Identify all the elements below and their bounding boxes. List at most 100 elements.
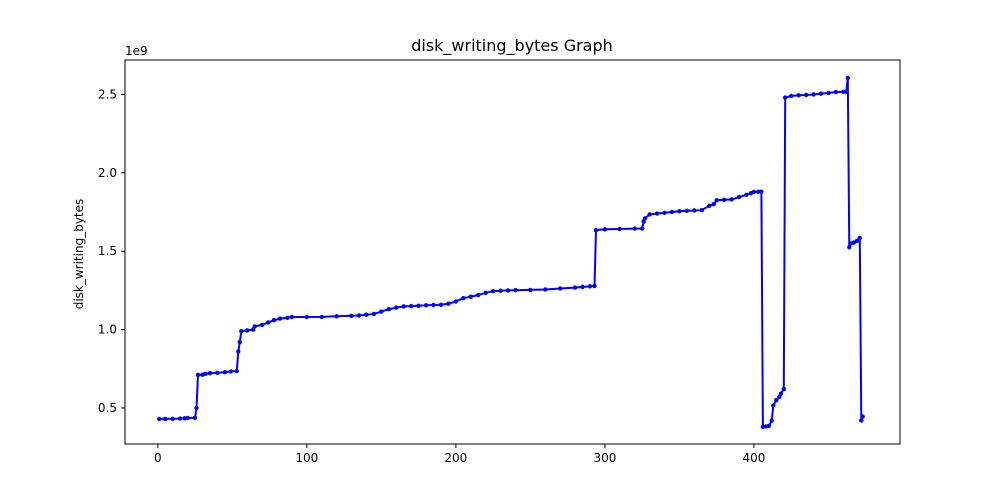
data-point bbox=[677, 209, 682, 214]
data-point bbox=[654, 211, 660, 216]
data-point bbox=[647, 212, 652, 217]
data-point bbox=[498, 288, 503, 293]
data-point bbox=[289, 314, 295, 320]
data-point bbox=[401, 304, 406, 309]
data-point bbox=[769, 418, 774, 423]
data-point bbox=[617, 226, 622, 232]
data-point bbox=[409, 303, 414, 309]
plot-area-frame bbox=[124, 59, 901, 445]
data-point bbox=[234, 368, 239, 374]
data-point bbox=[265, 320, 271, 325]
data-point bbox=[194, 405, 199, 411]
data-point bbox=[222, 370, 228, 375]
data-point bbox=[461, 296, 466, 301]
data-point bbox=[707, 203, 712, 208]
data-point bbox=[699, 208, 704, 213]
data-point bbox=[854, 238, 859, 244]
y-tick-label: 0.5 bbox=[98, 401, 117, 415]
data-point bbox=[744, 192, 749, 197]
y-tick-label: 1.5 bbox=[98, 244, 117, 258]
data-point bbox=[468, 294, 473, 299]
data-point bbox=[228, 369, 233, 374]
y-tick-label: 2.5 bbox=[98, 87, 117, 101]
data-point bbox=[692, 208, 697, 213]
data-point bbox=[759, 189, 764, 194]
data-point bbox=[379, 309, 384, 314]
data-point bbox=[245, 328, 250, 333]
x-tick-label: 200 bbox=[444, 451, 467, 465]
data-point bbox=[592, 283, 597, 289]
data-point bbox=[751, 189, 757, 195]
data-point bbox=[587, 284, 593, 289]
data-point bbox=[778, 391, 783, 396]
data-point bbox=[192, 415, 198, 420]
data-point bbox=[602, 227, 608, 232]
data-point bbox=[803, 92, 809, 98]
data-point bbox=[774, 397, 779, 403]
data-point bbox=[304, 314, 309, 320]
chart-title: disk_writing_bytes Graph bbox=[411, 36, 613, 56]
data-point bbox=[476, 292, 481, 298]
data-point bbox=[271, 318, 277, 323]
data-point bbox=[684, 208, 690, 213]
data-point bbox=[431, 302, 436, 308]
data-point bbox=[505, 288, 511, 293]
data-point bbox=[845, 75, 850, 81]
data-point bbox=[714, 198, 719, 203]
data-point bbox=[163, 416, 168, 422]
data-point bbox=[170, 416, 175, 421]
data-point bbox=[513, 288, 518, 293]
data-point bbox=[771, 403, 776, 408]
data-point bbox=[662, 210, 667, 215]
data-point bbox=[844, 89, 849, 94]
data-point bbox=[642, 216, 648, 221]
data-point bbox=[857, 235, 862, 241]
data-point bbox=[766, 423, 771, 429]
data-point bbox=[215, 370, 220, 375]
data-point bbox=[334, 314, 339, 319]
data-point bbox=[818, 91, 824, 96]
data-point bbox=[669, 209, 675, 215]
series-layer bbox=[157, 75, 865, 429]
data-point bbox=[789, 93, 794, 99]
data-point bbox=[490, 289, 496, 294]
data-point bbox=[177, 416, 183, 421]
data-point bbox=[203, 371, 208, 376]
x-tick-label: 300 bbox=[593, 451, 616, 465]
data-point bbox=[528, 287, 533, 293]
data-point bbox=[736, 194, 742, 200]
data-point bbox=[157, 416, 162, 422]
data-point bbox=[195, 372, 201, 378]
data-point bbox=[446, 301, 451, 306]
data-point bbox=[796, 93, 801, 98]
y-tick-label: 1.0 bbox=[98, 323, 117, 337]
data-point bbox=[833, 89, 839, 95]
data-point bbox=[711, 202, 716, 207]
data-point bbox=[847, 245, 852, 250]
data-point bbox=[860, 414, 865, 419]
data-point bbox=[356, 313, 362, 318]
data-point bbox=[236, 349, 241, 354]
data-point bbox=[543, 287, 548, 292]
data-point bbox=[349, 313, 354, 318]
data-point bbox=[572, 285, 578, 290]
data-point bbox=[364, 312, 369, 317]
data-point bbox=[729, 197, 734, 202]
data-point bbox=[781, 386, 786, 392]
data-point bbox=[580, 284, 585, 290]
data-point bbox=[423, 303, 429, 308]
data-point bbox=[285, 315, 290, 320]
data-point bbox=[319, 314, 324, 320]
data-point bbox=[640, 226, 645, 231]
data-point bbox=[416, 303, 421, 308]
y-axis-ticks: 0.5 1.0 1.5 2.0 2.5 bbox=[98, 87, 125, 415]
data-point bbox=[207, 371, 213, 376]
data-point bbox=[185, 415, 190, 421]
data-point bbox=[783, 95, 788, 100]
data-point bbox=[237, 339, 242, 345]
x-tick-label: 400 bbox=[742, 451, 765, 465]
data-point bbox=[721, 197, 727, 202]
data-point bbox=[394, 305, 399, 310]
